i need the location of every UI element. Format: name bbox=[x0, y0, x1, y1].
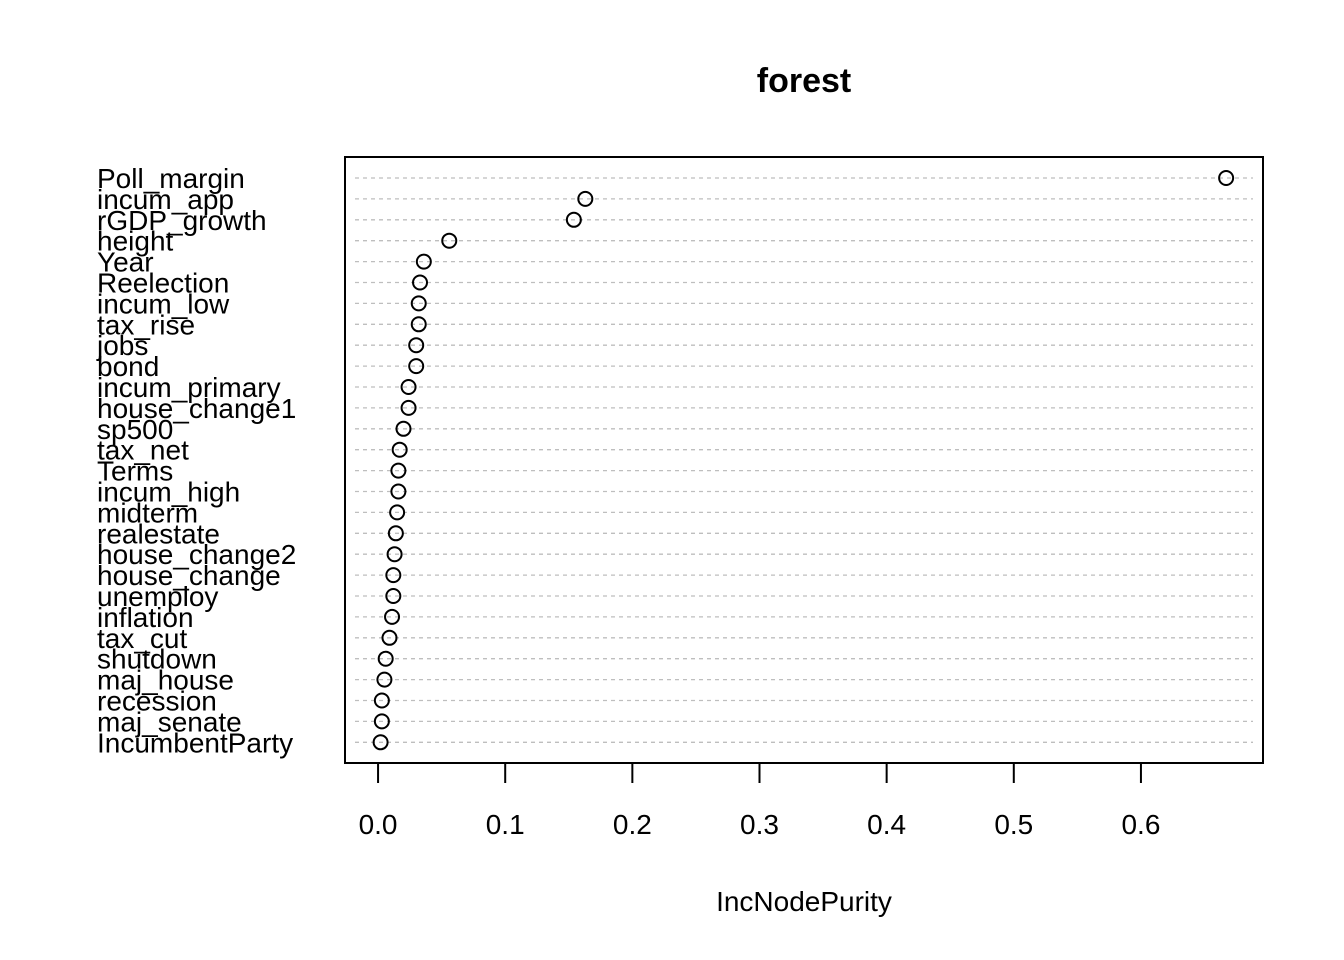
data-point bbox=[390, 462, 407, 479]
category-label: inflation bbox=[97, 602, 194, 633]
category-label: realestate bbox=[97, 518, 220, 549]
category-label: jobs bbox=[96, 330, 148, 361]
category-label: house_change1 bbox=[97, 393, 296, 424]
category-label: recession bbox=[97, 686, 217, 717]
chart-title: forest bbox=[757, 62, 851, 100]
data-point bbox=[410, 295, 427, 312]
data-point bbox=[400, 379, 417, 395]
data-point bbox=[376, 671, 393, 688]
grid-lines bbox=[355, 177, 1253, 743]
x-tick-label: 0.2 bbox=[613, 809, 652, 840]
category-label: height bbox=[97, 226, 174, 257]
data-point bbox=[386, 546, 403, 563]
category-label: IncumbentParty bbox=[97, 727, 293, 758]
data-point bbox=[389, 504, 406, 521]
data-point bbox=[387, 525, 404, 542]
data-point bbox=[415, 253, 432, 270]
data-point bbox=[391, 441, 408, 458]
data-point bbox=[385, 567, 402, 584]
data-point bbox=[384, 608, 401, 625]
data-points bbox=[372, 170, 1235, 751]
category-label: maj_house bbox=[97, 665, 234, 696]
category-label: bond bbox=[97, 351, 159, 382]
data-point bbox=[372, 734, 389, 751]
plot-frame bbox=[344, 156, 1264, 764]
category-label: house_change2 bbox=[97, 539, 296, 570]
category-label: incum_app bbox=[97, 184, 234, 215]
data-point bbox=[377, 650, 394, 667]
data-point bbox=[373, 713, 390, 730]
category-label: maj_senate bbox=[97, 706, 242, 737]
category-label: tax_net bbox=[97, 435, 189, 466]
x-tick-label: 0.0 bbox=[359, 809, 398, 840]
data-point bbox=[577, 190, 594, 207]
data-point bbox=[400, 399, 417, 416]
category-label: incum_low bbox=[97, 288, 230, 319]
category-label: tax_cut bbox=[97, 623, 187, 654]
x-tick-label: 0.4 bbox=[867, 809, 906, 840]
x-axis: 0.0 0.1 0.2 0.3 0.4 0.5 0.6 bbox=[359, 762, 1160, 840]
category-label: Reelection bbox=[97, 268, 229, 299]
category-label: tax_rise bbox=[97, 309, 195, 340]
category-label: incum_high bbox=[97, 477, 240, 508]
x-tick-label: 0.3 bbox=[740, 809, 779, 840]
data-point bbox=[441, 232, 458, 249]
category-label: Poll_margin bbox=[97, 163, 245, 194]
category-label: Year bbox=[97, 247, 154, 278]
category-label: midterm bbox=[97, 497, 198, 528]
category-label: Terms bbox=[97, 456, 173, 487]
data-point bbox=[381, 629, 398, 646]
category-labels: Poll_marginincum_apprGDP_growthheightYea… bbox=[96, 163, 296, 758]
x-tick-label: 0.6 bbox=[1121, 809, 1160, 840]
data-point bbox=[385, 588, 402, 604]
data-point bbox=[1218, 170, 1235, 186]
category-label: unemploy bbox=[97, 581, 218, 612]
data-point bbox=[412, 274, 429, 291]
data-point bbox=[373, 692, 390, 709]
x-tick-label: 0.5 bbox=[994, 809, 1033, 840]
data-point bbox=[410, 316, 427, 333]
data-point bbox=[408, 358, 425, 375]
data-point bbox=[408, 337, 425, 354]
data-point bbox=[395, 420, 412, 437]
category-label: house_change bbox=[97, 560, 281, 591]
x-axis-label: IncNodePurity bbox=[716, 886, 892, 917]
category-label: sp500 bbox=[97, 414, 173, 445]
category-label: rGDP_growth bbox=[97, 205, 267, 236]
data-point bbox=[565, 211, 582, 228]
category-label: incum_primary bbox=[97, 372, 281, 403]
data-point bbox=[390, 483, 407, 500]
x-tick-label: 0.1 bbox=[486, 809, 525, 840]
category-label: shutdown bbox=[97, 644, 217, 675]
